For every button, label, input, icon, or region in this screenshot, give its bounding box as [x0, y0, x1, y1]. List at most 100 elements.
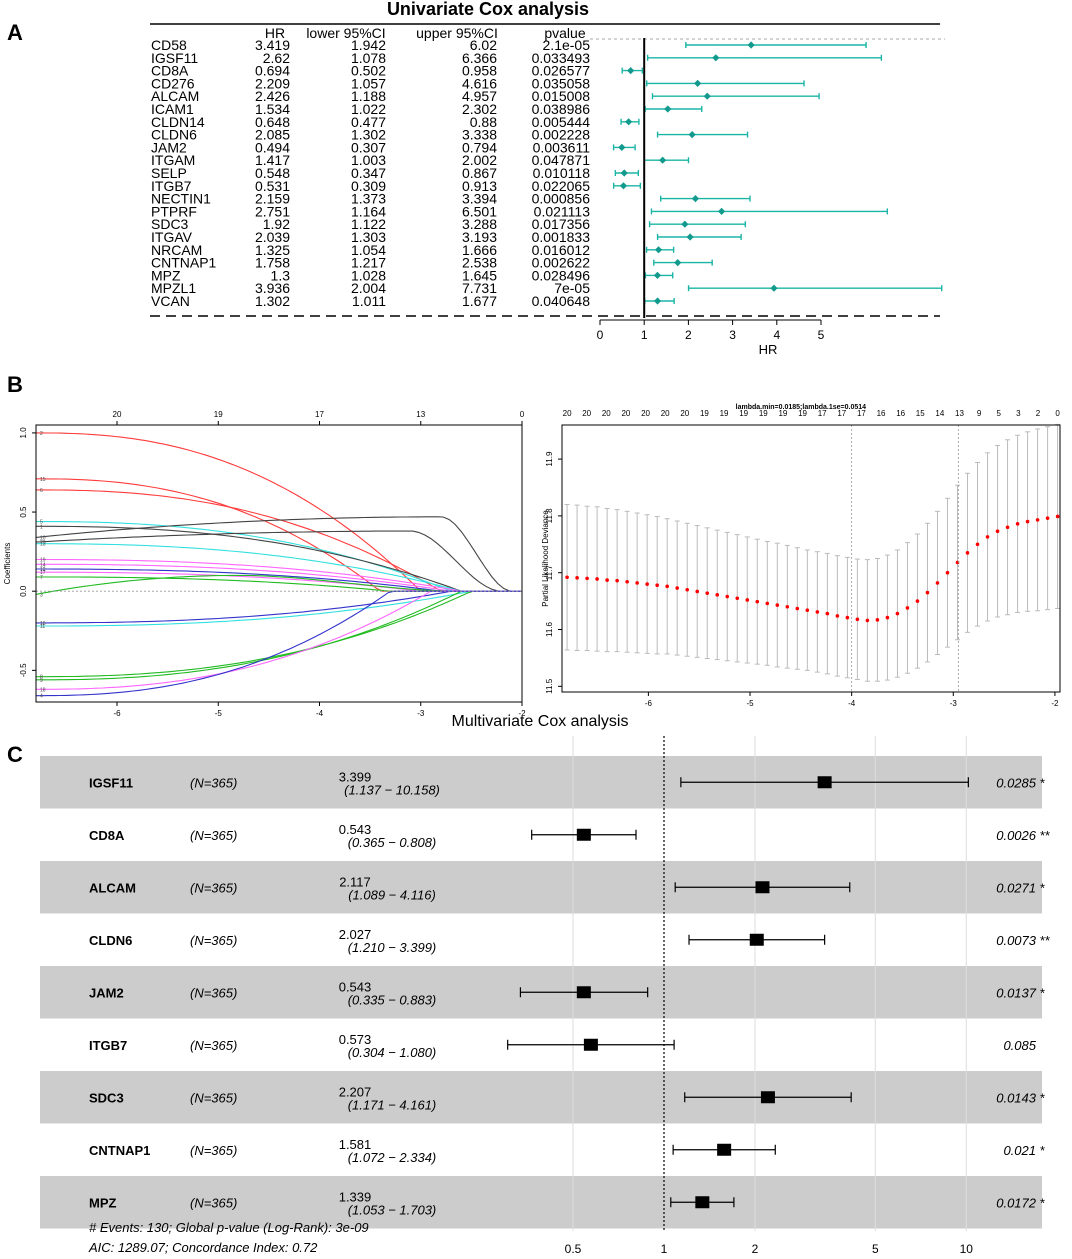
hr-point	[717, 207, 726, 215]
cv-mean-point	[1035, 518, 1040, 522]
cv-mean-point	[625, 579, 629, 584]
coefficient-path-line	[36, 563, 522, 592]
row-hr-value: 3.936	[255, 280, 290, 296]
x-tick-label: -6	[645, 699, 653, 708]
row-pvalue: 0.016012	[532, 242, 591, 258]
row-pvalue: 2.1e-05	[543, 37, 591, 53]
cv-mean-point	[575, 576, 579, 580]
top-tick-label: 16	[877, 409, 886, 418]
hr-point	[625, 118, 633, 126]
top-tick-label: 19	[700, 409, 709, 418]
row-significance: *	[1040, 775, 1045, 790]
top-tick-label: 19	[798, 409, 807, 418]
row-hr-value: 3.399	[339, 769, 372, 784]
row-gene-label: IGSF11	[89, 775, 133, 790]
row-lower-ci: 1.302	[351, 127, 386, 143]
hr-square	[749, 933, 764, 946]
cv-mean-point	[1055, 514, 1060, 519]
row-significance: **	[1040, 828, 1050, 843]
cv-mean-point	[1045, 516, 1050, 520]
row-upper-ci: 0.867	[462, 165, 497, 181]
hr-point	[619, 182, 628, 190]
path-index-label: 17	[40, 570, 46, 576]
row-lower-ci: 1.942	[351, 37, 386, 53]
row-lower-ci: 1.054	[351, 242, 386, 258]
hr-point	[618, 143, 626, 151]
cv-mean-point	[815, 610, 820, 614]
row-hr-value: 1.534	[255, 101, 290, 117]
row-hr-value: 2.039	[255, 229, 290, 245]
row-hr-value: 1.758	[255, 255, 290, 271]
hr-point	[712, 54, 720, 62]
row-ci-text: (1.072 − 2.334)	[348, 1150, 437, 1165]
coefficient-path-line	[36, 525, 522, 592]
panel-label-b: B	[7, 372, 23, 397]
row-gene-label: CD8A	[151, 63, 189, 79]
row-lower-ci: 1.028	[351, 267, 386, 283]
cv-mean-point	[915, 599, 920, 603]
row-pvalue: 0.035058	[532, 75, 591, 91]
coefficient-path-line	[36, 478, 522, 592]
column-header: upper 95%CI	[416, 25, 498, 41]
cv-mean-point	[925, 590, 930, 595]
row-upper-ci: 7.731	[462, 280, 497, 296]
row-pvalue: 0.003611	[533, 139, 591, 155]
row-hr-value: 2.426	[255, 88, 290, 104]
cv-mean-point	[565, 575, 569, 580]
row-lower-ci: 1.003	[351, 152, 386, 168]
row-gene-label: CD276	[151, 75, 195, 91]
row-lower-ci: 1.303	[351, 229, 386, 245]
row-hr-value: 0.548	[255, 165, 290, 181]
row-upper-ci: 2.302	[462, 101, 497, 117]
row-gene-label: PTPRF	[151, 203, 197, 219]
cv-mean-point	[725, 594, 730, 599]
row-upper-ci: 6.02	[470, 37, 497, 53]
top-tick-label: 20	[621, 409, 630, 418]
top-tick-label: 19	[720, 409, 729, 418]
row-gene-label: CNTNAP1	[151, 255, 217, 271]
row-hr-value: 2.085	[255, 127, 290, 143]
row-upper-ci: 0.88	[470, 114, 497, 130]
cv-mean-point	[675, 586, 680, 590]
row-upper-ci: 3.193	[462, 229, 497, 245]
row-upper-ci: 1.666	[462, 242, 497, 258]
top-tick-label: 16	[896, 409, 905, 418]
cv-mean-point	[965, 551, 970, 555]
x-tick-label: 0	[597, 328, 604, 342]
path-index-label: 2	[40, 431, 43, 437]
row-upper-ci: 0.913	[462, 178, 497, 194]
hr-point	[664, 105, 672, 113]
row-gene-label: CLDN6	[151, 127, 197, 143]
row-pvalue: 0.022065	[532, 178, 591, 194]
column-header: lower 95%CI	[306, 25, 385, 41]
row-pvalue: 0.017356	[532, 216, 591, 232]
cv-mean-point	[1015, 522, 1020, 526]
row-lower-ci: 2.004	[351, 280, 386, 296]
cv-mean-point	[645, 582, 649, 586]
cv-mean-point	[1025, 519, 1030, 524]
x-tick-label: -2	[518, 709, 526, 718]
row-n-label: (N=365)	[190, 1090, 237, 1105]
coefficient-path-line	[36, 543, 522, 592]
row-gene-label: ITGB7	[151, 178, 192, 194]
cv-mean-point	[585, 576, 589, 581]
cv-mean-point	[845, 615, 850, 620]
row-upper-ci: 6.366	[462, 50, 497, 66]
row-upper-ci: 6.501	[462, 203, 497, 219]
row-upper-ci: 0.794	[462, 139, 497, 155]
panel-label-a: A	[7, 20, 23, 45]
x-axis-label: HR	[759, 342, 778, 357]
row-gene-label: JAM2	[151, 139, 187, 155]
x-tick-label: 1	[661, 1242, 668, 1256]
cv-mean-point	[805, 608, 810, 612]
row-hr-value: 2.207	[339, 1084, 372, 1099]
row-upper-ci: 0.958	[462, 63, 497, 79]
top-tick-label: 17	[315, 410, 324, 419]
column-header: pvalue	[544, 25, 585, 41]
top-tick-label: 14	[935, 409, 944, 418]
path-index-label: 15	[40, 477, 46, 483]
row-upper-ci: 2.538	[462, 255, 497, 271]
coefficient-path-line	[36, 590, 522, 681]
row-gene-label: IGSF11	[151, 50, 198, 66]
y-tick-label: 11.8	[545, 508, 554, 524]
